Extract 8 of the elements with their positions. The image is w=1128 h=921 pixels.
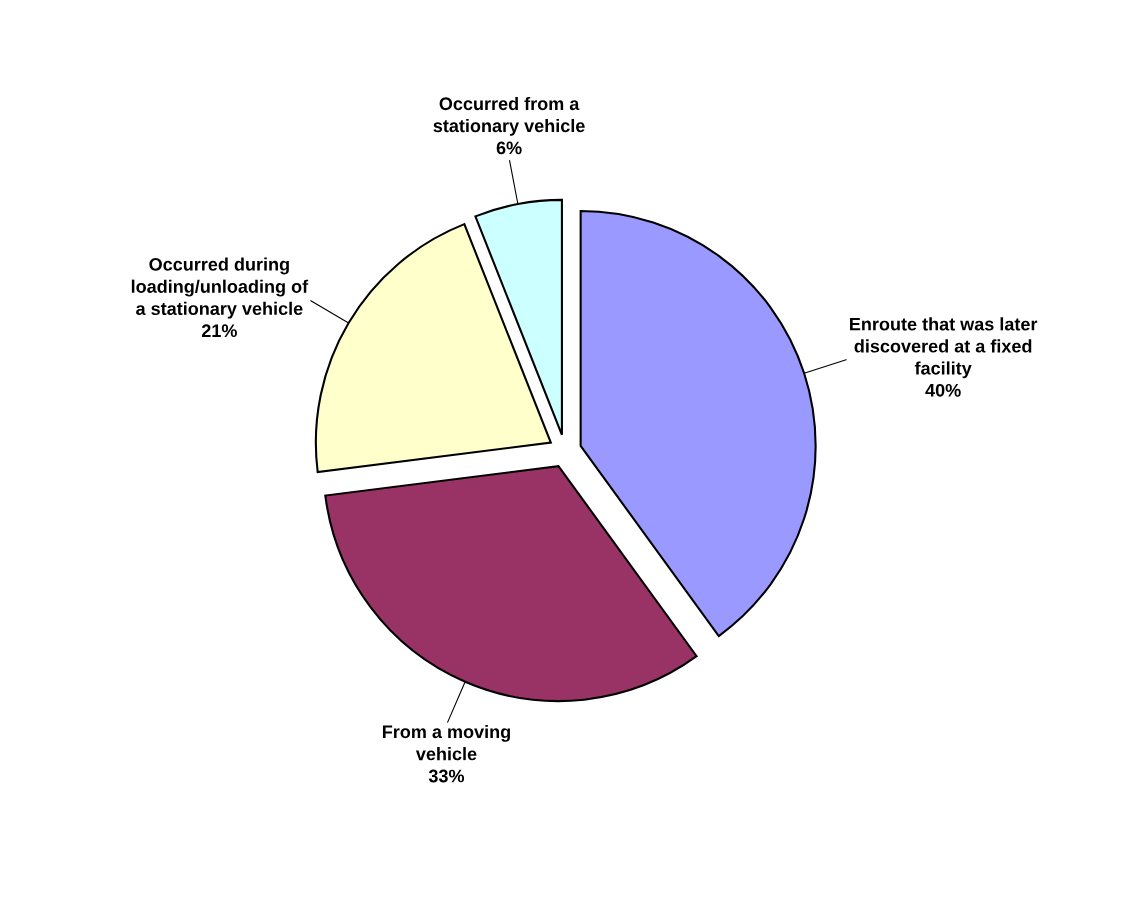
slice-label: From a moving vehicle [382, 724, 510, 761]
data-label: 21% [201, 324, 237, 338]
slice-label: Occurred during loading/unloading of a stationary vehicle [131, 257, 309, 319]
slice-label: Occurred from a stationary vehicle [433, 96, 585, 136]
data-label: 33% [428, 769, 465, 783]
slice-label: Enroute that was later discovered at a fixed facility [850, 317, 1038, 379]
data-label: 6% [496, 141, 522, 155]
data-label: 40% [925, 383, 961, 397]
